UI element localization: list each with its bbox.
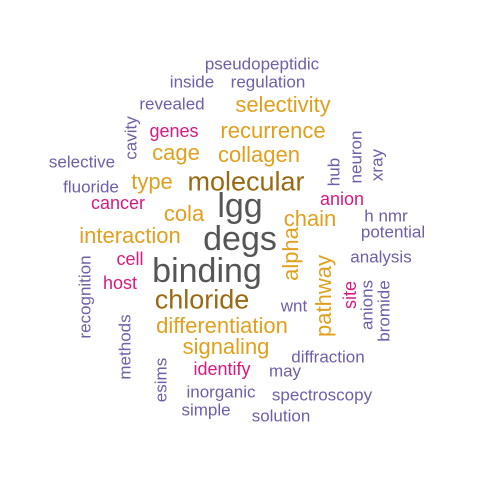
word-collagen: collagen <box>218 142 300 167</box>
word-selective: selective <box>48 152 116 172</box>
word-revealed: revealed <box>139 94 205 114</box>
word-bromide: bromide <box>374 280 394 342</box>
word-lgg: lgg <box>217 187 263 225</box>
word-degs: degs <box>203 220 277 258</box>
word-molecular: molecular <box>187 166 305 197</box>
word-neuron: neuron <box>346 130 366 184</box>
word-cancer: cancer <box>90 193 146 213</box>
word-type: type <box>131 169 173 194</box>
word-selectivity: selectivity <box>235 92 331 117</box>
word-inorganic: inorganic <box>186 382 256 402</box>
word-genes: genes <box>149 121 199 141</box>
word-alpha: alpha <box>278 227 303 281</box>
word-may: may <box>268 361 302 381</box>
word-anion: anion <box>319 189 365 209</box>
word-regulation: regulation <box>230 72 306 92</box>
word-xray: xray <box>367 148 387 182</box>
word-interaction: interaction <box>79 223 181 248</box>
word-solution: solution <box>251 406 311 426</box>
word-binding: binding <box>152 252 262 290</box>
word-identify: identify <box>193 359 251 379</box>
word-cell: cell <box>116 249 144 269</box>
word-potential: potential <box>360 222 426 242</box>
word-differentiation: differentiation <box>156 313 288 338</box>
word-cavity: cavity <box>121 116 141 160</box>
word-spectroscopy: spectroscopy <box>271 385 373 405</box>
word-signaling: signaling <box>182 334 270 359</box>
word-recognition: recognition <box>75 255 95 339</box>
word-recurrence: recurrence <box>220 118 326 143</box>
word-hub: hub <box>324 157 344 187</box>
word-fluoride: fluoride <box>63 177 119 197</box>
word-cage: cage <box>152 140 200 165</box>
word-diffraction: diffraction <box>291 347 365 367</box>
word-pseudopeptidic: pseudopeptidic <box>204 54 320 74</box>
word-simple: simple <box>181 400 231 420</box>
word-chain: chain <box>283 206 337 231</box>
word-site: site <box>340 280 360 310</box>
word-cola: cola <box>163 201 205 226</box>
word-inside: inside <box>169 72 215 92</box>
word-host: host <box>102 273 138 293</box>
word-chloride: chloride <box>154 284 250 315</box>
word-anions: anions <box>357 279 377 331</box>
word-esims: esims <box>151 357 171 403</box>
word-methods: methods <box>115 314 135 380</box>
word-analysis: analysis <box>350 247 412 267</box>
word-h-nmr: h nmr <box>364 206 408 226</box>
word-wnt: wnt <box>280 296 308 316</box>
word-pathway: pathway <box>311 255 336 337</box>
